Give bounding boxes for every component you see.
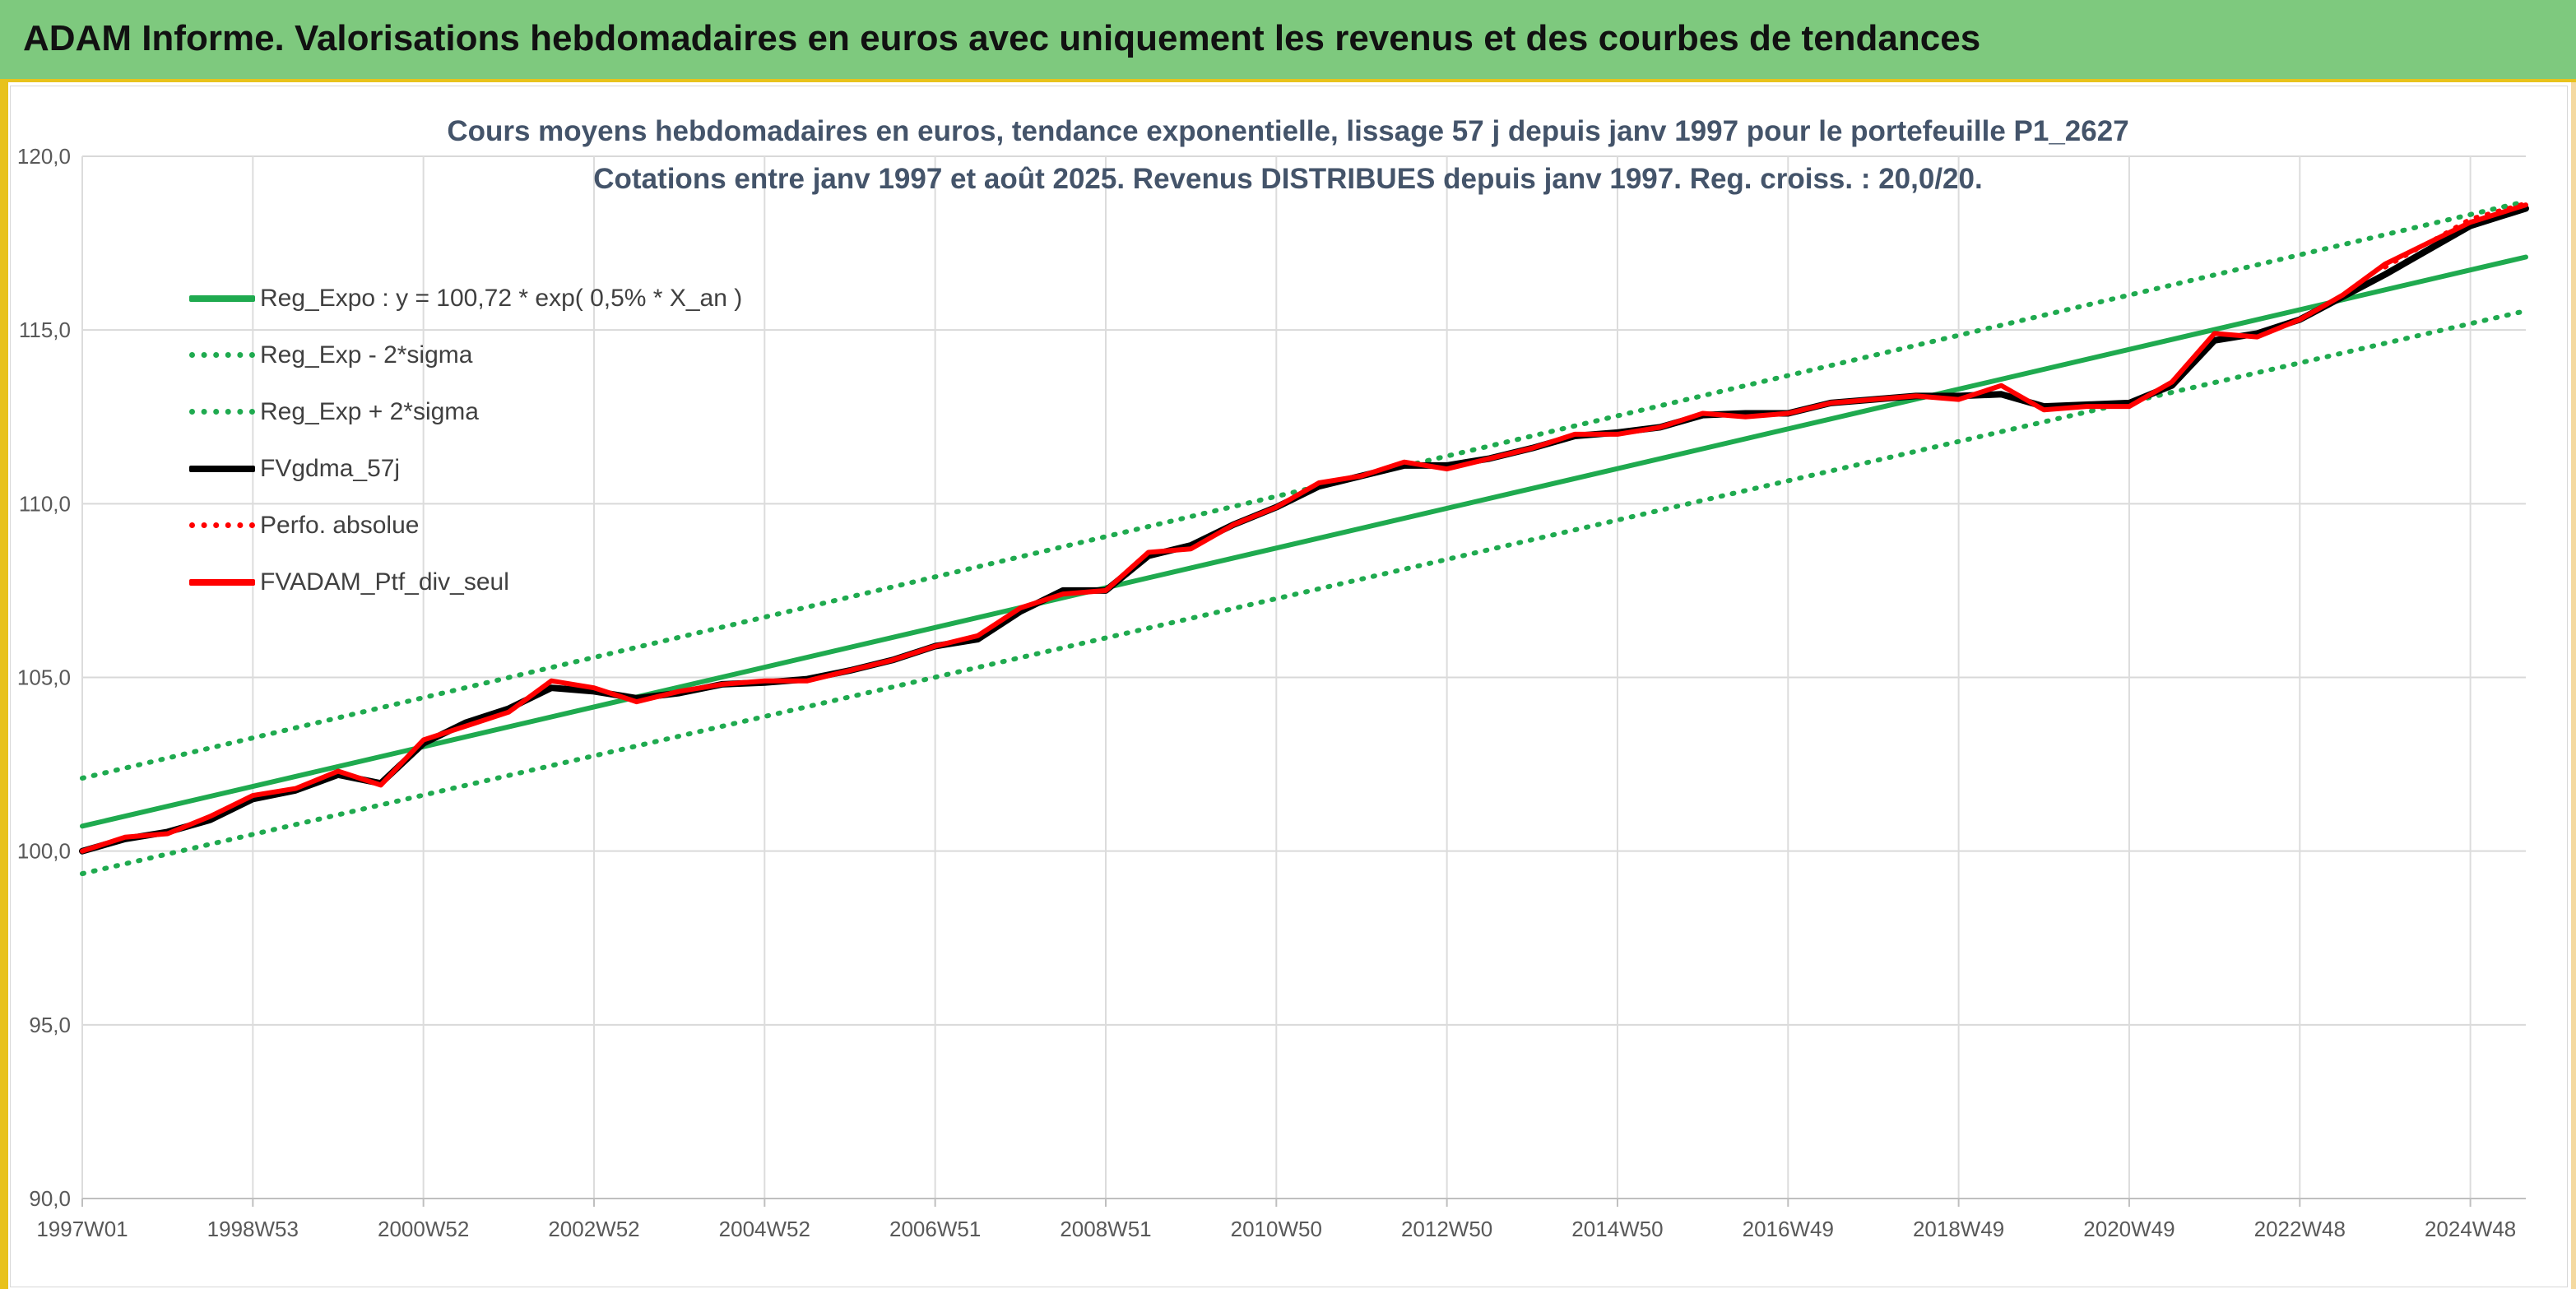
x-tick-label: 2024W48 — [2425, 1217, 2516, 1241]
legend-item: FVADAM_Ptf_div_seul — [189, 554, 742, 610]
series-line-5 — [80, 202, 2528, 854]
y-tick-label: 110,0 — [19, 491, 71, 516]
x-tick-label: 2018W49 — [1913, 1217, 2004, 1241]
legend-label: FVgdma_57j — [260, 454, 401, 482]
y-tick-label: 90,0 — [29, 1186, 71, 1211]
chart-frame — [10, 86, 2568, 1287]
left-accent-bar — [0, 82, 8, 1289]
series-line-1 — [80, 308, 2528, 877]
x-tick-label: 2006W51 — [889, 1217, 981, 1241]
x-tick-label: 2002W52 — [548, 1217, 639, 1241]
legend-label: FVADAM_Ptf_div_seul — [260, 568, 509, 596]
x-tick-label: 2014W50 — [1571, 1217, 1663, 1241]
legend-label: Reg_Exp + 2*sigma — [260, 397, 479, 425]
chart-subtitle: Cotations entre janv 1997 et août 2025. … — [593, 163, 1983, 195]
x-tick-label: 1997W01 — [36, 1217, 128, 1241]
series-line-0 — [80, 254, 2528, 829]
x-tick-label: 2000W52 — [378, 1217, 469, 1241]
legend-swatch — [189, 409, 255, 415]
x-tick-label: 2020W49 — [2083, 1217, 2175, 1241]
x-tick-label: 2008W51 — [1060, 1217, 1151, 1241]
x-tick-label: 2012W50 — [1401, 1217, 1492, 1241]
right-accent-bar — [2571, 82, 2576, 1289]
legend-label: Reg_Expo : y = 100,72 * exp( 0,5% * X_an… — [260, 284, 743, 312]
legend-item: FVgdma_57j — [189, 440, 742, 497]
legend-swatch — [189, 578, 255, 586]
y-tick-label: 95,0 — [29, 1013, 71, 1037]
x-tick-label: 2022W48 — [2254, 1217, 2346, 1241]
y-tick-label: 115,0 — [19, 318, 71, 342]
legend-swatch — [189, 465, 255, 472]
legend-label: Perfo. absolue — [260, 511, 420, 539]
x-tick-label: 2016W49 — [1743, 1217, 1834, 1241]
legend-item: Perfo. absolue — [189, 497, 742, 554]
chart-title: Cours moyens hebdomadaires en euros, ten… — [447, 115, 2129, 147]
legend-item: Reg_Expo : y = 100,72 * exp( 0,5% * X_an… — [189, 270, 742, 327]
y-tick-label: 105,0 — [17, 665, 71, 690]
legend-label: Reg_Exp - 2*sigma — [260, 341, 473, 369]
x-tick-label: 2010W50 — [1231, 1217, 1322, 1241]
x-tick-label: 2004W52 — [719, 1217, 810, 1241]
legend-swatch — [189, 522, 255, 528]
chart-legend: Reg_Expo : y = 100,72 * exp( 0,5% * X_an… — [189, 270, 742, 610]
legend-item: Reg_Exp + 2*sigma — [189, 383, 742, 440]
legend-swatch — [189, 294, 255, 302]
y-tick-label: 100,0 — [17, 839, 71, 864]
x-tick-label: 1998W53 — [207, 1217, 299, 1241]
y-tick-label: 120,0 — [17, 144, 71, 169]
header-title: ADAM Informe. Valorisations hebdomadaire… — [23, 18, 1981, 58]
legend-swatch — [189, 352, 255, 358]
header-bar: ADAM Informe. Valorisations hebdomadaire… — [0, 0, 2576, 82]
legend-item: Reg_Exp - 2*sigma — [189, 327, 742, 383]
